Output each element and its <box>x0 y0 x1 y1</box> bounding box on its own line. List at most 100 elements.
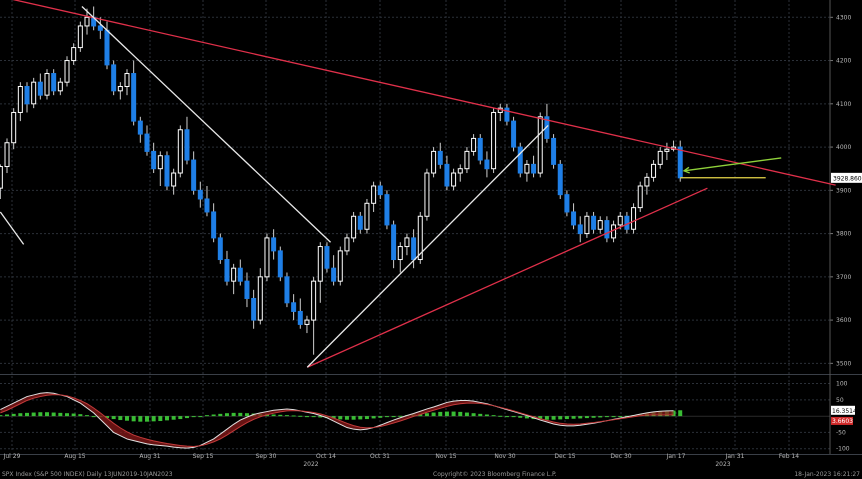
histogram-bar <box>184 416 189 419</box>
histogram-bar <box>31 412 36 417</box>
candle-body <box>197 189 203 200</box>
histogram-bar <box>104 416 109 419</box>
price-tick-label: 3900 <box>836 187 851 194</box>
histogram-bar <box>238 412 243 417</box>
trendline <box>12 0 836 186</box>
candle-body <box>511 120 517 148</box>
histogram-bar <box>611 416 616 418</box>
date-tick-label: Jan 17 <box>666 453 686 460</box>
candle-body <box>524 163 530 174</box>
histogram-bar <box>331 416 336 419</box>
candle-body <box>471 137 477 152</box>
candle-body <box>164 155 170 187</box>
histogram-bar <box>384 416 389 418</box>
histogram-bar <box>604 416 609 418</box>
date-tick-label: Dec 30 <box>610 453 631 460</box>
histogram-bar <box>131 416 136 422</box>
candle-body <box>224 259 230 282</box>
histogram-bar <box>518 416 523 418</box>
date-tick-label: Oct 14 <box>316 453 336 460</box>
histogram-bar <box>564 416 569 420</box>
macd-value-label: 16.3514 <box>832 408 857 415</box>
histogram-bar <box>464 412 469 417</box>
candle-body <box>364 202 370 230</box>
macd-line <box>0 392 674 449</box>
candle-body <box>171 172 177 187</box>
histogram-bar <box>471 413 476 417</box>
histogram-bar <box>118 416 123 421</box>
candle-body <box>177 129 183 174</box>
annotation-arrow-head <box>682 166 690 174</box>
histogram-bar <box>618 416 623 418</box>
footer-timestamp: 18-Jan-2023 16:21:27 <box>794 471 860 478</box>
date-tick-label: Oct 31 <box>370 453 390 460</box>
histogram-bar <box>138 416 143 422</box>
candle-body <box>377 185 383 196</box>
histogram-bar <box>58 412 63 417</box>
signal-value-label: 3.6603 <box>832 418 853 425</box>
candle-body <box>577 224 583 235</box>
histogram-bar <box>231 412 236 417</box>
histogram-bar <box>51 412 56 417</box>
histogram-bar <box>144 416 149 422</box>
candle-body <box>457 168 463 174</box>
candle-body <box>151 150 157 170</box>
candle-body <box>617 215 623 226</box>
price-tick-label: 4300 <box>836 14 851 21</box>
candle-body <box>344 237 350 252</box>
osc-tick-label: -50 <box>836 429 846 436</box>
candle-body <box>504 107 510 122</box>
candle-body <box>644 176 650 187</box>
date-tick-label: Nov 30 <box>494 453 515 460</box>
candle-body <box>544 116 550 139</box>
candle-body <box>124 73 130 88</box>
candle-body <box>597 220 603 230</box>
candle-body <box>51 73 57 92</box>
candle-body <box>304 319 310 325</box>
histogram-bar <box>444 411 449 417</box>
footer-copyright: Copyright© 2023 Bloomberg Finance L.P. <box>433 471 557 478</box>
histogram-bar <box>5 414 10 417</box>
histogram-bar <box>391 416 396 418</box>
candle-body <box>237 267 243 282</box>
histogram-bar <box>318 416 323 418</box>
candle-body <box>291 302 297 312</box>
price-tick-label: 4000 <box>836 144 851 151</box>
histogram-bar <box>218 413 223 417</box>
histogram-bar <box>18 413 23 417</box>
last-price-box <box>831 172 862 183</box>
candle-body <box>244 280 250 299</box>
candle-body <box>31 81 37 105</box>
candle-body <box>411 237 417 261</box>
candle-body <box>44 73 50 96</box>
histogram-bar <box>538 416 543 420</box>
date-tick-label: Sep 30 <box>256 453 277 460</box>
annotation-arrow-shaft <box>684 157 782 172</box>
candle-body <box>531 163 537 174</box>
candle-body <box>57 81 63 92</box>
candle-body <box>11 111 17 144</box>
candle-body <box>64 60 70 83</box>
candle-body <box>557 163 563 196</box>
histogram-bar <box>198 416 203 418</box>
candle-body <box>624 215 630 230</box>
candle-body <box>317 246 323 282</box>
histogram-bar <box>151 416 156 422</box>
histogram-bar <box>191 416 196 418</box>
date-tick-label: Jul 29 <box>3 453 21 460</box>
candle-body <box>271 237 277 252</box>
histogram-bar <box>278 414 283 417</box>
candle-body <box>297 310 303 325</box>
candle-body <box>251 297 257 321</box>
trendline <box>0 211 25 245</box>
histogram-bar <box>398 415 403 417</box>
candle-body <box>131 73 137 122</box>
histogram-bar <box>64 413 69 417</box>
candle-body <box>484 159 490 170</box>
candle-body <box>604 220 610 239</box>
candle-body <box>424 172 430 217</box>
candle-body <box>677 146 683 179</box>
date-tick-label: Feb 14 <box>779 453 799 460</box>
candle-body <box>464 150 470 170</box>
candle-body <box>657 150 663 165</box>
